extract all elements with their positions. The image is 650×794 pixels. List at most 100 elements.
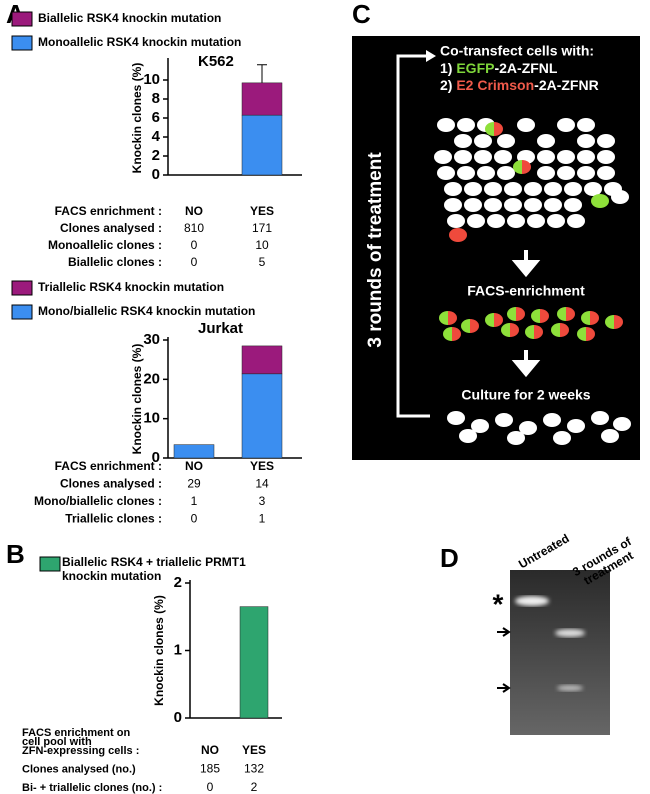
bar-segment: [241, 114, 283, 176]
table-value: 5: [259, 255, 266, 269]
arrow: [511, 250, 541, 278]
chart-title: Jurkat: [198, 320, 243, 337]
x-tick-label: YES: [250, 204, 274, 218]
cell: [494, 313, 503, 327]
legend-swatch: [11, 35, 33, 51]
cell: [605, 315, 614, 329]
cell: [439, 311, 448, 325]
table-value: 3: [259, 494, 266, 508]
cell: [611, 190, 629, 204]
cell: [597, 134, 615, 148]
chart-title: K562: [198, 53, 234, 70]
legend-label: Biallelic RSK4 + triallelic PRMT1 knocki…: [62, 555, 246, 583]
cell: [557, 166, 575, 180]
table-label: ZFN-expressing cells :: [22, 745, 139, 757]
cell: [454, 150, 472, 164]
cell: [557, 150, 575, 164]
cell: [613, 417, 631, 431]
cell: [564, 182, 582, 196]
x-tick-label: YES: [250, 459, 274, 473]
table-label: Mono/biallelic clones :: [34, 494, 162, 508]
cell: [494, 150, 512, 164]
step-text: Co-transfect cells with:: [440, 43, 594, 59]
cell: [454, 134, 472, 148]
cell: [507, 431, 525, 445]
table-value: 29: [187, 477, 201, 491]
table-value: 0: [191, 255, 198, 269]
cell: [494, 122, 503, 136]
band-arrow: [497, 627, 511, 637]
x-tick-label: YES: [242, 743, 266, 757]
cell: [457, 118, 475, 132]
cell: [516, 307, 525, 321]
table-value: 0: [207, 780, 214, 794]
table-value: 810: [184, 221, 204, 235]
cell: [524, 198, 542, 212]
cell: [537, 150, 555, 164]
cell: [434, 150, 452, 164]
x-tick-label: NO: [185, 204, 203, 218]
cell: [601, 429, 619, 443]
cell: [444, 198, 462, 212]
y-tick-label: 20: [143, 370, 160, 387]
construct-part: 1): [440, 60, 456, 76]
cell: [560, 323, 569, 337]
cell: [471, 419, 489, 433]
cell: [447, 214, 465, 228]
y-tick-label: 8: [152, 90, 160, 107]
cell: [557, 118, 575, 132]
cell: [513, 160, 522, 174]
cell: [485, 313, 494, 327]
cell: [485, 122, 494, 136]
cell: [525, 325, 534, 339]
gel-band: [557, 685, 583, 691]
cell: [591, 194, 609, 208]
construct-part: E2 Crimson: [456, 77, 534, 93]
cell: [543, 413, 561, 427]
cell: [437, 166, 455, 180]
y-tick-label: 2: [152, 147, 160, 164]
panel-label: C: [352, 0, 371, 29]
cell: [501, 323, 510, 337]
cell: [614, 315, 623, 329]
construct: 2) E2 Crimson-2A-ZFNR: [440, 77, 599, 93]
cell: [504, 198, 522, 212]
x-tick-label: NO: [201, 743, 219, 757]
error-bar: [257, 64, 267, 83]
table-label: FACS enrichment :: [55, 459, 162, 473]
cell: [577, 150, 595, 164]
bar-segment: [173, 444, 215, 459]
cell: [519, 421, 537, 435]
cell: [477, 166, 495, 180]
gel-band: [515, 596, 549, 606]
construct-part: EGFP: [456, 60, 494, 76]
legend-label-box: Biallelic RSK4 + triallelic PRMT1 knocki…: [62, 555, 246, 583]
cell: [470, 319, 479, 333]
y-axis-label: Knockin clones (%): [130, 344, 144, 455]
table-value: 2: [251, 780, 258, 794]
cell: [452, 327, 461, 341]
y-tick-label: 6: [152, 109, 160, 126]
cell: [597, 166, 615, 180]
legend-swatch: [11, 280, 33, 296]
cell: [577, 166, 595, 180]
table-value: 0: [191, 238, 198, 252]
arrowhead: [426, 50, 436, 62]
cell: [443, 327, 452, 341]
construct-part: -2A-ZFNR: [534, 77, 599, 93]
table-label: Biallelic clones :: [68, 255, 162, 269]
cell: [581, 311, 590, 325]
cell: [457, 166, 475, 180]
table-value: 10: [255, 238, 269, 252]
cell: [591, 411, 609, 425]
y-tick-label: 0: [152, 449, 160, 466]
step-text: FACS-enrichment: [467, 283, 585, 299]
cell: [537, 166, 555, 180]
side-label: 3 rounds of treatment: [365, 152, 386, 348]
bar-segment: [241, 345, 283, 375]
table-label: Triallelic clones :: [65, 512, 162, 526]
cell: [474, 150, 492, 164]
cell: [459, 429, 477, 443]
cell: [461, 319, 470, 333]
band-arrow: [497, 683, 511, 693]
